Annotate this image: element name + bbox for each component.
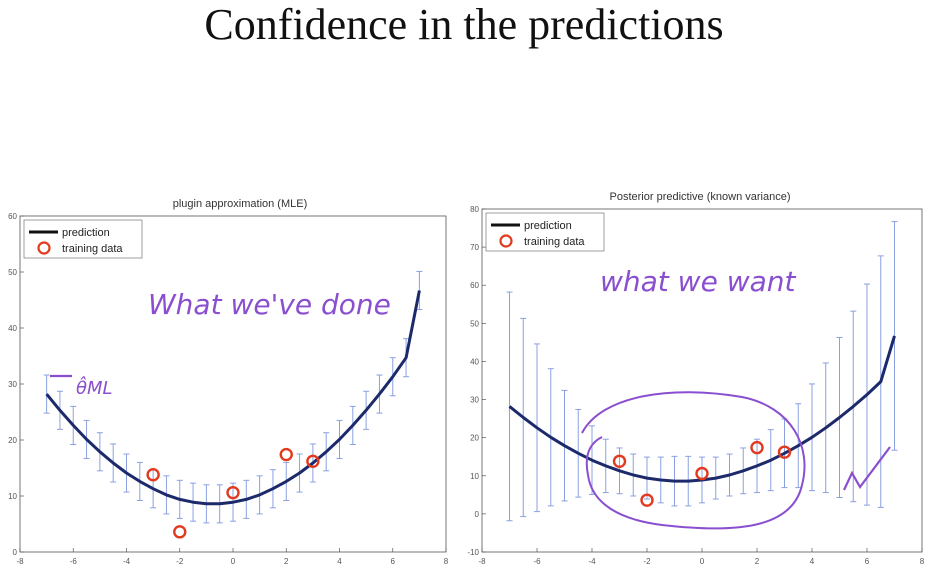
- plot-frame: [481, 208, 923, 553]
- legend: prediction training data: [23, 219, 143, 259]
- handwritten-note-right: what we want: [600, 265, 797, 298]
- y-tick-label: 50: [8, 268, 17, 277]
- x-tick-label: -4: [123, 557, 131, 566]
- y-tick-label: 10: [8, 492, 17, 501]
- handwritten-note-left: What we've done: [148, 288, 391, 321]
- legend-entry-training-data: training data: [524, 236, 585, 248]
- slide-title: Confidence in the predictions: [204, 0, 724, 49]
- training-point: [306, 454, 320, 468]
- training-points: [146, 447, 320, 539]
- x-tick-label: -2: [176, 557, 184, 566]
- handwritten-symbol-theta-ml: θ̂ML: [76, 376, 113, 399]
- chart-title: plugin approximation (MLE): [173, 198, 308, 210]
- y-tick-label: 60: [8, 212, 17, 221]
- training-point: [173, 525, 187, 539]
- y-tick-label: -10: [467, 548, 479, 557]
- legend-entry-prediction: prediction: [524, 220, 572, 232]
- x-tick-label: 8: [920, 557, 925, 566]
- x-tick-label: -8: [16, 557, 24, 566]
- legend-box: [485, 212, 605, 252]
- prediction-series: [45, 290, 421, 506]
- y-tick-label: 20: [470, 434, 479, 443]
- x-tick-label: 4: [810, 557, 815, 566]
- handwritten-circle: [581, 391, 806, 530]
- y-tick-label: 40: [8, 324, 17, 333]
- legend-circle-icon: [499, 234, 513, 248]
- x-tick-label: 6: [391, 557, 396, 566]
- chart-title: Posterior predictive (known variance): [610, 191, 791, 203]
- legend-box: [23, 219, 143, 259]
- legend-circle-icon: [37, 241, 51, 255]
- y-tick-label: 80: [470, 205, 479, 214]
- training-point: [612, 454, 627, 468]
- x-tick-label: 0: [231, 557, 236, 566]
- y-tick-label: 10: [470, 472, 479, 481]
- training-point: [695, 466, 709, 481]
- x-tick-label: 0: [700, 557, 705, 566]
- training-point: [226, 485, 240, 500]
- x-tick-label: 6: [865, 557, 870, 566]
- y-tick-label: 20: [8, 436, 17, 445]
- error-bar: [416, 270, 423, 311]
- y-tick-label: 0: [475, 510, 480, 519]
- y-tick-label: 30: [8, 380, 17, 389]
- training-point: [146, 468, 160, 482]
- handwritten-checkmark: [843, 446, 891, 491]
- plot-frame: [19, 215, 447, 553]
- legend: prediction training data: [485, 212, 605, 252]
- chart-mle: plugin approximation (MLE) -8 -6 -4 -2 0 2 4 6 8…: [8, 198, 449, 566]
- training-points: [612, 440, 792, 507]
- y-tick-label: 0: [13, 548, 18, 557]
- training-point: [279, 447, 293, 462]
- x-tick-label: 4: [337, 557, 342, 566]
- x-tick-label: -4: [588, 557, 596, 566]
- x-tick-label: -8: [478, 557, 486, 566]
- prediction-line: [45, 290, 421, 506]
- training-point: [777, 445, 792, 459]
- x-tick-label: 2: [284, 557, 289, 566]
- training-point: [640, 493, 654, 507]
- legend-entry-training-data: training data: [62, 243, 123, 255]
- y-tick-label: 40: [470, 357, 479, 366]
- y-tick-label: 30: [470, 396, 479, 405]
- training-point: [750, 440, 764, 455]
- chart-posterior-predictive: Posterior predictive (known variance) -8…: [467, 191, 925, 566]
- x-tick-label: 2: [755, 557, 760, 566]
- x-tick-label: -2: [643, 557, 651, 566]
- x-tick-label: 8: [444, 557, 449, 566]
- y-tick-label: 50: [470, 319, 479, 328]
- y-tick-label: 60: [470, 281, 479, 290]
- x-tick-label: -6: [70, 557, 78, 566]
- y-tick-label: 70: [470, 243, 479, 252]
- legend-entry-prediction: prediction: [62, 227, 110, 239]
- x-tick-label: -6: [533, 557, 541, 566]
